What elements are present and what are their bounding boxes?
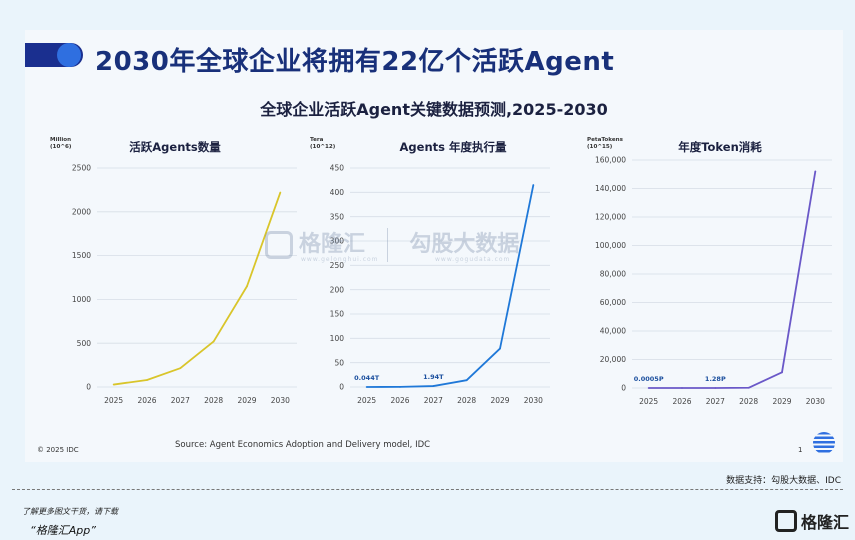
x-tick-label: 2025: [104, 396, 123, 405]
x-tick-label: 2026: [390, 396, 409, 405]
x-tick-label: 2030: [271, 396, 290, 405]
y-tick-label: 1000: [72, 295, 91, 304]
data-point: [499, 347, 501, 350]
data-point: [246, 285, 248, 288]
gelonghui-logo-icon: [774, 510, 797, 532]
y-tick-label: 450: [330, 164, 345, 173]
data-point: [399, 385, 401, 388]
data-point: [112, 383, 115, 386]
y-tick-label: 2000: [72, 207, 91, 216]
y-tick-label: 40,000: [600, 327, 626, 336]
page-number: 1: [798, 446, 803, 454]
data-point: [432, 385, 435, 387]
y-tick-label: 500: [77, 339, 92, 348]
y-tick-label: 20,000: [600, 355, 626, 364]
y-tick-label: 60,000: [600, 298, 626, 307]
data-label: 1.28P: [705, 375, 726, 383]
x-tick-label: 2025: [639, 397, 658, 406]
source-note: Source: Agent Economics Adoption and Del…: [175, 440, 431, 450]
panel-title: Agents 年度执行量: [400, 140, 507, 154]
x-tick-label: 2027: [706, 397, 725, 406]
panel-title: 活跃Agents数量: [129, 140, 221, 154]
y-tick-label: 350: [330, 212, 345, 221]
data-point: [465, 379, 468, 382]
data-point: [681, 387, 683, 389]
app-name[interactable]: “格隆汇App”: [30, 524, 96, 537]
y-tick-label: 200: [330, 285, 345, 294]
unit-label: (10^15): [587, 144, 613, 150]
x-tick-label: 2027: [171, 396, 190, 405]
y-tick-label: 2500: [72, 164, 91, 173]
data-point: [212, 340, 215, 343]
gelonghui-brand[interactable]: 格隆汇: [774, 508, 849, 534]
x-tick-label: 2027: [424, 396, 443, 405]
data-point: [146, 379, 148, 381]
x-tick-label: 2030: [524, 396, 543, 405]
y-tick-label: 80,000: [600, 270, 626, 279]
x-tick-label: 2025: [357, 396, 376, 405]
brand-name: 格隆汇: [800, 513, 849, 532]
chart-token-consumption: 年度Token消耗 PetaTokens(10^15) 0 20,000 40,000 6…: [587, 137, 832, 406]
unit-label: Million: [50, 137, 71, 143]
data-point: [179, 367, 182, 370]
x-tick-label: 2028: [457, 396, 476, 405]
accent-pill-icon: [25, 43, 83, 67]
x-tick-label: 2026: [137, 396, 156, 405]
x-tick-label: 2029: [772, 397, 791, 406]
y-tick-label: 150: [330, 310, 345, 319]
download-hint: 了解更多图文干货，请下载: [22, 507, 118, 516]
series-line: [648, 171, 817, 389]
unit-label: (10^12): [310, 144, 336, 150]
y-tick-label: 50: [334, 358, 344, 367]
x-tick-label: 2028: [739, 397, 758, 406]
y-tick-label: 300: [330, 237, 345, 246]
data-point: [532, 184, 535, 186]
data-point: [279, 191, 282, 194]
unit-label: (10^6): [50, 144, 72, 150]
data-point: [781, 371, 783, 374]
unit-label: Tera: [310, 137, 324, 143]
y-tick-label: 140,000: [595, 184, 626, 193]
y-tick-label: 0: [86, 383, 91, 392]
y-tick-label: 100: [330, 334, 345, 343]
data-label: 0.044T: [354, 374, 380, 382]
x-tick-label: 2028: [204, 396, 223, 405]
idc-logo-icon: [813, 432, 835, 454]
chart-active-agents: 活跃Agents数量 Million(10^6) 0 500 1000 1500 2000 2…: [50, 137, 297, 405]
y-tick-label: 120,000: [595, 213, 626, 222]
data-label: 1.94T: [423, 373, 444, 381]
data-support-note: 数据支持：勾股大数据、IDC: [726, 476, 841, 486]
y-tick-label: 0: [339, 383, 344, 392]
y-tick-label: 0: [621, 384, 626, 393]
x-tick-label: 2030: [806, 397, 825, 406]
divider: [12, 489, 843, 490]
data-point: [747, 386, 750, 389]
y-tick-label: 1500: [72, 251, 91, 260]
unit-label: PetaTokens: [587, 137, 624, 143]
data-point: [814, 170, 817, 173]
series-line: [113, 192, 282, 386]
data-point: [365, 386, 368, 388]
y-tick-label: 250: [330, 261, 345, 270]
data-label: 0.0005P: [634, 375, 664, 383]
x-tick-label: 2026: [672, 397, 691, 406]
panel-title: 年度Token消耗: [678, 140, 762, 154]
series-line: [366, 184, 535, 388]
y-tick-label: 160,000: [595, 156, 626, 165]
slide: 2030年全球企业将拥有22亿个活跃Agent 全球企业活跃Agent关键数据预…: [25, 30, 843, 462]
chart-agent-executions: Agents 年度执行量 Tera(10^12) 0 50 100 150 200 250 30…: [310, 137, 550, 405]
y-tick-label: 400: [330, 188, 345, 197]
x-tick-label: 2029: [237, 396, 256, 405]
chart-subtitle: 全球企业活跃Agent关键数据预测,2025-2030: [260, 100, 608, 119]
x-tick-label: 2029: [490, 396, 509, 405]
headline: 2030年全球企业将拥有22亿个活跃Agent: [95, 47, 615, 77]
copyright: © 2025 IDC: [37, 446, 79, 454]
data-point: [647, 387, 650, 389]
data-point: [714, 387, 717, 389]
y-tick-label: 100,000: [595, 241, 626, 250]
